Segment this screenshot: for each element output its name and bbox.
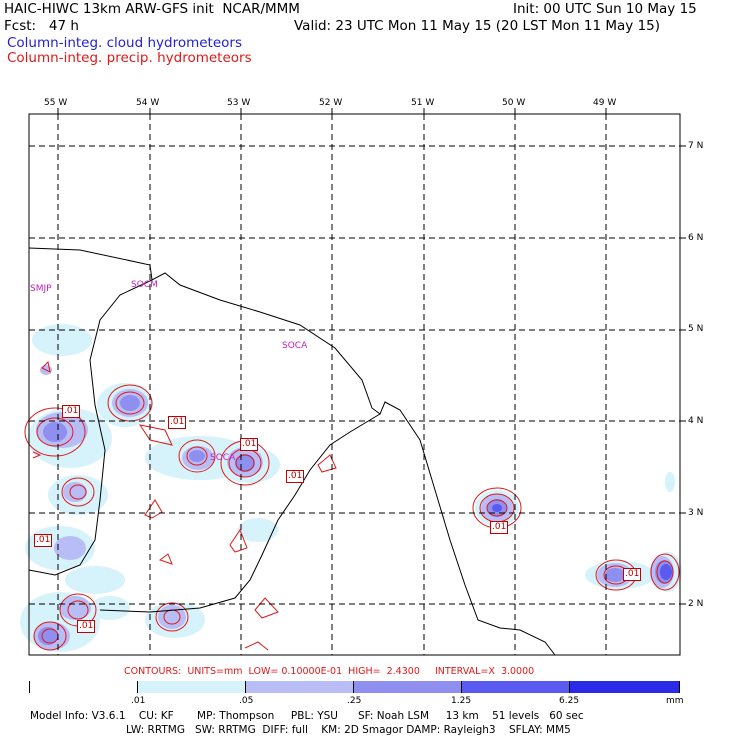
map-frame (28, 113, 681, 656)
colorbar-tick: .05 (239, 696, 254, 706)
lat-label: 6 N (688, 233, 704, 243)
lat-label: 3 N (688, 508, 704, 518)
legend-precip: Column-integ. precip. hydrometeors (7, 50, 252, 66)
lon-label: 54 W (136, 98, 160, 108)
coastline (28, 247, 556, 656)
lon-label: 50 W (502, 98, 526, 108)
colorbar-tick: 6.25 (559, 696, 580, 706)
model-info-line2: LW: RRTMG SW: RRTMG DIFF: full KM: 2D Sm… (126, 724, 571, 736)
station-label: SOCM (131, 280, 158, 290)
colorbar-tick: .25 (347, 696, 362, 706)
valid-time: Valid: 23 UTC Mon 11 May 15 (20 LST Mon … (294, 18, 661, 34)
station-label: SOCA (282, 341, 308, 351)
cloud-shading-3 (38, 395, 673, 645)
contour-label: .01 (62, 405, 81, 418)
contour-label: .01 (34, 534, 53, 547)
lon-label: 51 W (411, 98, 435, 108)
model-info-line1: Model Info: V3.6.1 CU: KF MP: Thompson P… (30, 710, 584, 722)
station-label: SOCA (210, 453, 236, 463)
colorbar-segment (570, 681, 679, 693)
colorbar-tick: 1.25 (451, 696, 472, 706)
lat-label: 5 N (688, 324, 704, 334)
lat-label: 4 N (688, 416, 704, 426)
lon-label: 49 W (593, 98, 617, 108)
station-label: SMJP (30, 284, 52, 294)
colorbar-segment (354, 681, 462, 693)
lat-label: 7 N (688, 141, 704, 151)
forecast-hour: Fcst: 47 h (4, 18, 79, 34)
contour-label: .01 (490, 521, 509, 534)
init-time: Init: 00 UTC Sun 10 May 15 (513, 1, 697, 17)
contour-label: .01 (77, 620, 96, 633)
colorbar-segment (138, 681, 246, 693)
lat-label: 2 N (688, 599, 704, 609)
colorbar-segment (30, 681, 138, 693)
contour-label: .01 (623, 568, 642, 581)
title-line: HAIC-HIWC 13km ARW-GFS init NCAR/MMM (4, 1, 300, 17)
lon-label: 53 W (227, 98, 251, 108)
legend-cloud: Column-integ. cloud hydrometeors (7, 35, 243, 51)
contours-note: CONTOURS: UNITS=mm LOW= 0.10000E-01 HIGH… (124, 666, 535, 677)
colorbar-segment (246, 681, 354, 693)
latlon-grid (29, 114, 680, 655)
contour-label: .01 (286, 470, 305, 483)
colorbar-units: mm (666, 696, 684, 706)
contour-label: .01 (240, 438, 259, 451)
cloud-shading-4 (492, 504, 672, 580)
colorbar-tick: .01 (131, 696, 146, 706)
colorbar-segment (462, 681, 570, 693)
lon-label: 52 W (319, 98, 343, 108)
cloud-shading (20, 324, 682, 652)
lon-label: 55 W (44, 98, 68, 108)
contour-label: .01 (168, 416, 187, 429)
